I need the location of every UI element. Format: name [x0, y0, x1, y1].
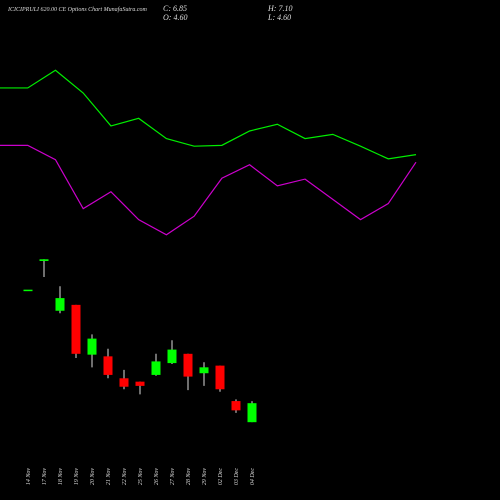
x-tick-label: 29 Nov	[202, 468, 208, 486]
x-tick-label: 18 Nov	[58, 468, 64, 486]
x-tick-label: 20 Nov	[90, 468, 96, 486]
candle-body	[87, 338, 97, 355]
indicator-line	[0, 69, 417, 160]
candle-body	[247, 403, 257, 423]
candle-body	[199, 367, 209, 374]
x-tick-label: 02 Dec	[218, 468, 224, 485]
x-tick-label: 27 Nov	[170, 468, 176, 486]
candle-body	[215, 365, 225, 390]
chart-title: ICICIPRULI 620.00 CE Options Chart Munaf…	[7, 6, 147, 13]
candle-body	[71, 304, 81, 354]
candle-body	[167, 349, 177, 364]
info-open: O: 4.60	[163, 13, 187, 22]
x-tick-label: 17 Nov	[42, 468, 48, 486]
x-tick-label: 21 Nov	[106, 468, 112, 486]
info-low: L: 4.60	[267, 13, 291, 22]
info-close: C: 6.85	[163, 4, 187, 13]
candle-body	[119, 378, 129, 387]
x-tick-label: 03 Dec	[234, 468, 240, 485]
x-tick-label: 04 Dec	[249, 468, 256, 485]
indicator-line	[0, 144, 417, 236]
candle-body	[23, 289, 33, 292]
x-tick-label: 22 Nov	[122, 468, 128, 486]
candle-body	[231, 401, 241, 411]
x-tick-label: 14 Nov	[25, 468, 32, 486]
x-tick-label: 28 Nov	[186, 468, 192, 486]
info-high: H: 7.10	[267, 4, 292, 13]
x-tick-label: 19 Nov	[74, 468, 80, 486]
candle-body	[151, 361, 161, 375]
candle-body	[103, 356, 113, 375]
candle-body	[135, 381, 145, 386]
candle-body	[39, 259, 49, 261]
x-tick-label: 25 Nov	[138, 468, 144, 486]
candle-body	[183, 353, 193, 377]
candle-body	[55, 298, 65, 311]
x-tick-label: 26 Nov	[154, 468, 160, 486]
